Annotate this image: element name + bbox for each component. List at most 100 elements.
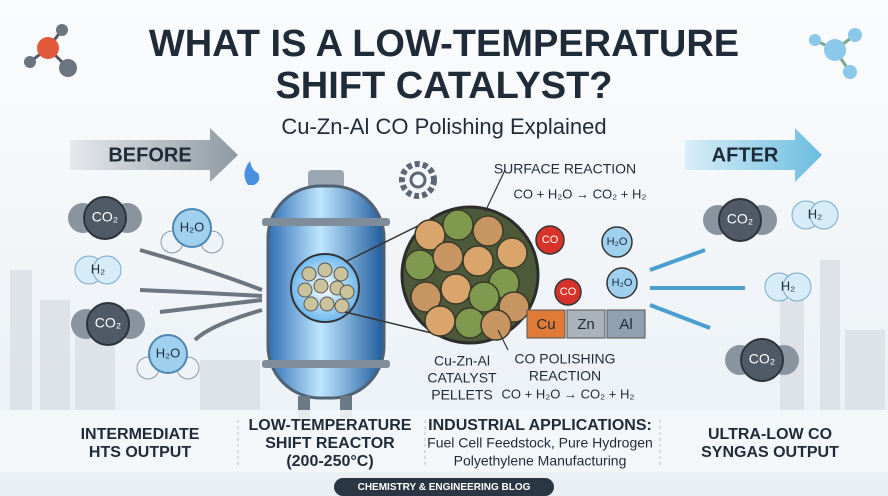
pellet	[317, 262, 333, 278]
pellet	[472, 215, 504, 247]
pellet	[301, 266, 317, 282]
atom	[148, 334, 188, 374]
pellet	[414, 219, 446, 251]
molecule-label: CO₂	[92, 209, 118, 225]
column-text: ULTRA-LOW CO	[708, 426, 832, 443]
metal-block	[566, 309, 606, 339]
flame	[244, 161, 260, 185]
polishing-title: REACTION	[529, 368, 601, 384]
atom	[86, 302, 130, 346]
mech-molecule-label: CO	[560, 286, 577, 298]
surface-title: SURFACE REACTION	[494, 161, 636, 177]
atom	[809, 200, 839, 230]
pellets-label: CATALYST	[427, 370, 497, 386]
molecule-label: CO₂	[727, 211, 753, 227]
molecule-label: H₂O	[180, 219, 205, 234]
bottom-band	[0, 410, 888, 472]
pellet	[297, 282, 313, 298]
atom	[172, 208, 212, 248]
column-text: SHIFT REACTOR	[265, 435, 395, 452]
title-line: WHAT IS A LOW-TEMPERATURE	[149, 23, 739, 65]
after-arrow	[685, 128, 822, 182]
gear	[399, 161, 437, 199]
reactor-pellets	[297, 262, 355, 314]
after-label: AFTER	[712, 144, 779, 166]
callout-line	[484, 169, 506, 213]
molecule-label: CO₂	[749, 351, 775, 367]
metal-block	[526, 309, 566, 339]
column-text: Polyethylene Manufacturing	[454, 453, 627, 469]
atom	[83, 196, 127, 240]
corner-molecule-left	[24, 24, 77, 77]
flow-arrow	[139, 288, 263, 298]
pellet	[480, 309, 512, 341]
mech-molecule	[606, 267, 638, 299]
pellet	[313, 278, 329, 294]
callout-line	[497, 329, 509, 351]
reactor	[262, 170, 390, 418]
zoom-line	[344, 311, 441, 336]
pellet	[404, 249, 436, 281]
pellet	[333, 266, 349, 282]
pellet	[424, 305, 456, 337]
column-text: LOW-TEMPERATURE	[249, 417, 412, 434]
column-text: INTERMEDIATE	[81, 426, 200, 443]
polishing-title: CO POLISHING	[514, 351, 615, 367]
flow-arrow	[649, 248, 706, 272]
pellet	[468, 281, 500, 313]
molecule-label: H₂O	[156, 345, 181, 360]
column-text: SYNGAS OUTPUT	[701, 444, 839, 461]
column-text: (200-250°C)	[286, 453, 373, 470]
skyline	[10, 260, 885, 410]
before-arrow	[70, 128, 238, 182]
column-text: INDUSTRIAL APPLICATIONS:	[428, 417, 652, 434]
molecule-label: CO₂	[95, 315, 121, 331]
atom	[718, 198, 762, 242]
mech-molecule-label: CO	[542, 234, 559, 246]
mech-molecule-label: H₂O	[612, 277, 633, 289]
metal-label: Al	[619, 316, 632, 333]
before-label: BEFORE	[108, 144, 191, 166]
molecules: CO₂ H₂O H₂ CO₂ H₂O CO₂ H₂ H₂ CO₂	[68, 196, 839, 382]
pellet	[334, 298, 350, 314]
pellet	[339, 284, 355, 300]
metal-label: Zn	[577, 316, 595, 333]
mech-molecule-label: H₂O	[607, 236, 628, 248]
metal-block	[606, 309, 646, 339]
column-text: HTS OUTPUT	[89, 444, 191, 461]
corner-molecule-right	[809, 28, 862, 79]
footer: CHEMISTRY & ENGINEERING BLOG	[358, 482, 531, 493]
zoom-pellets	[404, 209, 530, 341]
molecule-label: H₂	[91, 261, 105, 276]
column-text: Fuel Cell Feedstock, Pure Hydrogen	[427, 435, 653, 451]
pellet	[442, 209, 474, 241]
pellet	[440, 273, 472, 305]
pellet	[410, 281, 442, 313]
pellet	[462, 245, 494, 277]
footer-pill	[334, 478, 554, 496]
atom	[782, 272, 812, 302]
molecule-label: H₂	[781, 278, 795, 293]
title-line: SHIFT CATALYST?	[275, 65, 612, 107]
surface-equation: CO + H₂O → CO₂ + H₂	[514, 186, 647, 201]
atom	[92, 255, 122, 285]
mechanism: CO H₂O CO H₂O Cu Zn Al	[526, 225, 646, 339]
metal-label: Cu	[536, 316, 555, 333]
flow-arrow	[159, 298, 263, 314]
flow-arrow	[649, 303, 711, 330]
molecule-label: H₂	[808, 206, 822, 221]
pellets-label: Cu-Zn-Al	[434, 353, 490, 369]
subtitle: Cu-Zn-Al CO Polishing Explained	[281, 114, 606, 139]
mech-molecule	[535, 225, 565, 255]
polishing-equation: CO + H₂O → CO₂ + H₂	[502, 386, 635, 401]
pellet	[432, 241, 464, 273]
flow-arrow	[193, 308, 263, 342]
pellets-label: PELLETS	[431, 387, 492, 403]
atom	[740, 338, 784, 382]
pellet	[319, 296, 335, 312]
mech-molecule	[601, 226, 633, 258]
mech-molecule	[554, 278, 582, 306]
pellet	[496, 237, 528, 269]
